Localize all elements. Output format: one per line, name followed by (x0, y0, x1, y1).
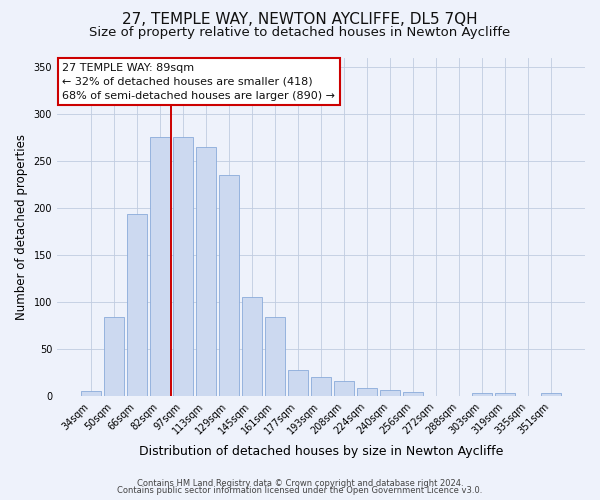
Text: 27, TEMPLE WAY, NEWTON AYCLIFFE, DL5 7QH: 27, TEMPLE WAY, NEWTON AYCLIFFE, DL5 7QH (122, 12, 478, 26)
Bar (196, 147, 216, 396)
Bar (242, 296, 262, 396)
Bar (150, 138, 170, 396)
Bar (357, 388, 377, 396)
Bar (334, 381, 354, 396)
X-axis label: Distribution of detached houses by size in Newton Aycliffe: Distribution of detached houses by size … (139, 444, 503, 458)
Bar (472, 394, 492, 396)
Bar (219, 175, 239, 396)
Text: 27 TEMPLE WAY: 89sqm
← 32% of detached houses are smaller (418)
68% of semi-deta: 27 TEMPLE WAY: 89sqm ← 32% of detached h… (62, 62, 335, 100)
Bar (104, 317, 124, 396)
Bar (173, 138, 193, 396)
Bar (81, 390, 101, 396)
Text: Contains HM Land Registry data © Crown copyright and database right 2024.: Contains HM Land Registry data © Crown c… (137, 478, 463, 488)
Bar (541, 394, 561, 396)
Text: Size of property relative to detached houses in Newton Aycliffe: Size of property relative to detached ho… (89, 26, 511, 39)
Y-axis label: Number of detached properties: Number of detached properties (15, 134, 28, 320)
Bar (403, 392, 423, 396)
Bar (311, 378, 331, 396)
Bar (288, 370, 308, 396)
Bar (265, 317, 285, 396)
Text: Contains public sector information licensed under the Open Government Licence v3: Contains public sector information licen… (118, 486, 482, 495)
Bar (127, 214, 146, 396)
Bar (380, 390, 400, 396)
Bar (496, 394, 515, 396)
